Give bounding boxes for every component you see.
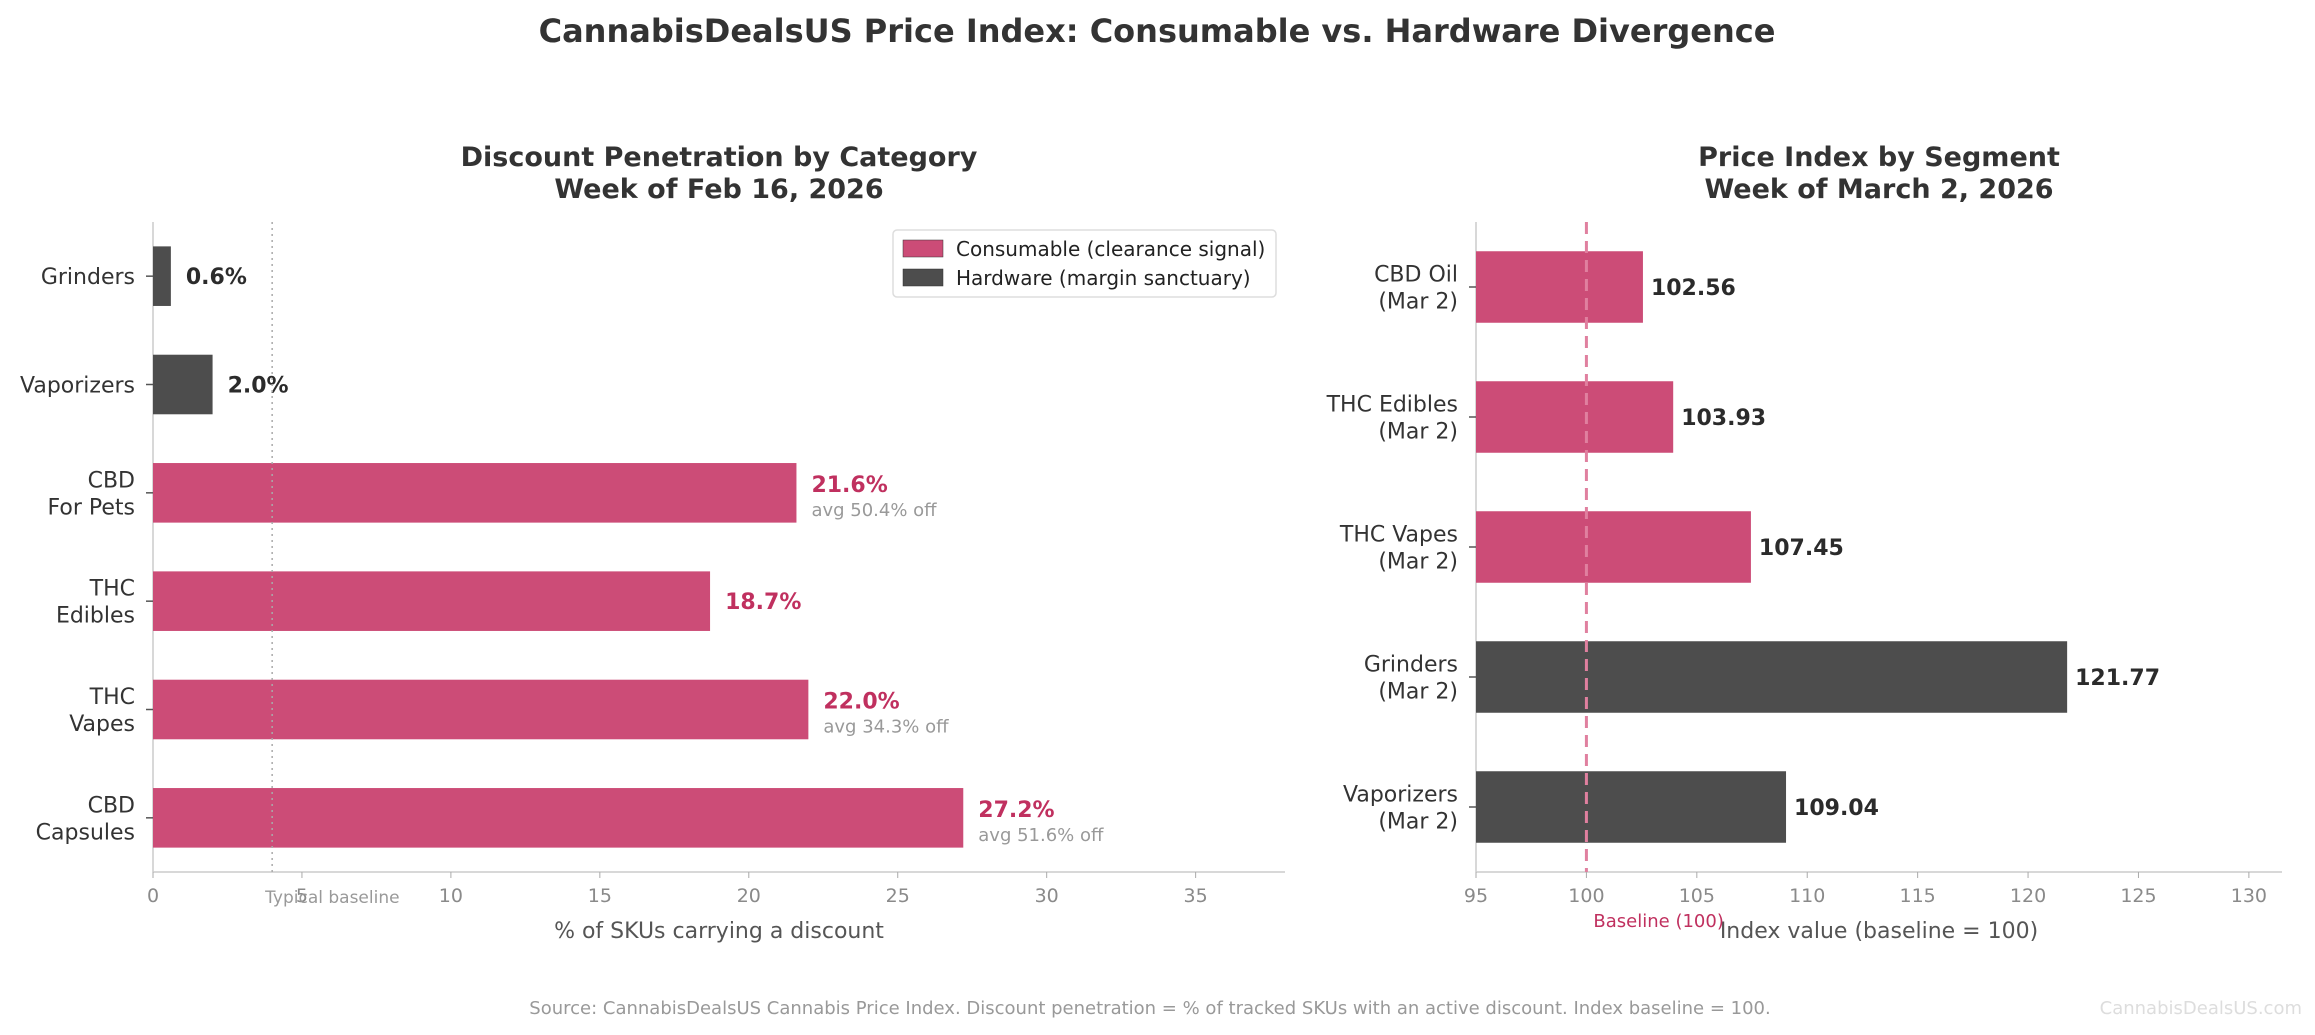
category-label: Grinders <box>1364 653 1458 678</box>
category-label: (Mar 2) <box>1378 550 1458 575</box>
category-label: THC <box>89 685 135 710</box>
source-footnote: Source: CannabisDealsUS Cannabis Price I… <box>529 998 1770 1019</box>
reference-line-label: Typical baseline <box>264 888 399 908</box>
x-tick-label: 115 <box>1900 885 1936 907</box>
panel-title-line: Discount Penetration by Category <box>461 142 978 173</box>
category-label: (Mar 2) <box>1378 420 1458 445</box>
x-axis-label: % of SKUs carrying a discount <box>554 919 884 944</box>
category-label: Edibles <box>56 604 135 629</box>
category-label: Vaporizers <box>1343 783 1458 808</box>
data-note: avg 50.4% off <box>811 500 937 521</box>
data-label: 103.93 <box>1681 406 1766 431</box>
reference-line-label: Baseline (100) <box>1593 911 1723 932</box>
bar <box>1476 641 2068 713</box>
data-label: 18.7% <box>725 590 801 615</box>
category-label: CBD <box>88 468 135 493</box>
x-tick-label: 20 <box>737 885 761 907</box>
legend-entry: Consumable (clearance signal) <box>956 237 1265 261</box>
data-note: avg 34.3% off <box>823 717 949 738</box>
data-label: 22.0% <box>823 690 899 715</box>
data-label: 0.6% <box>186 265 247 290</box>
bar <box>153 463 797 523</box>
x-tick-label: 10 <box>439 885 463 907</box>
category-label: (Mar 2) <box>1378 810 1458 835</box>
panel-title-line: Week of March 2, 2026 <box>1704 174 2053 205</box>
category-label: Capsules <box>36 820 135 845</box>
legend-swatch <box>902 239 944 258</box>
x-tick-label: 125 <box>2120 885 2156 907</box>
x-tick-label: 95 <box>1464 885 1488 907</box>
data-label: 21.6% <box>811 473 887 498</box>
panel-title-line: Week of Feb 16, 2026 <box>554 174 883 205</box>
panel-title-line: Price Index by Segment <box>1698 142 2060 173</box>
bar <box>1476 251 1643 323</box>
legend-swatch <box>902 268 944 287</box>
category-label: Vaporizers <box>20 374 135 399</box>
bar <box>153 354 213 415</box>
category-label: CBD Oil <box>1374 263 1458 288</box>
bar <box>1476 771 1787 843</box>
category-label: Grinders <box>41 265 135 290</box>
x-tick-label: 110 <box>1789 885 1825 907</box>
watermark: CannabisDealsUS.com <box>2100 998 2302 1019</box>
data-label: 107.45 <box>1759 536 1844 561</box>
data-label: 2.0% <box>228 374 289 399</box>
data-label: 109.04 <box>1794 796 1879 821</box>
bar <box>153 246 171 306</box>
category-label: Vapes <box>69 712 135 737</box>
category-label: THC <box>89 577 135 602</box>
legend-entry: Hardware (margin sanctuary) <box>956 266 1251 290</box>
bar <box>153 571 711 631</box>
category-label: (Mar 2) <box>1378 680 1458 705</box>
category-label: CBD <box>88 793 135 818</box>
x-tick-label: 105 <box>1679 885 1715 907</box>
data-label: 27.2% <box>978 798 1054 823</box>
bar <box>1476 381 1674 453</box>
category-label: (Mar 2) <box>1378 290 1458 315</box>
category-label: For Pets <box>48 495 135 520</box>
data-note: avg 51.6% off <box>978 825 1104 846</box>
x-tick-label: 35 <box>1184 885 1208 907</box>
bar <box>153 679 809 740</box>
data-label: 121.77 <box>2075 666 2160 691</box>
x-tick-label: 130 <box>2231 885 2267 907</box>
category-label: THC Edibles <box>1326 393 1458 418</box>
figure-title: CannabisDealsUS Price Index: Consumable … <box>539 12 1776 50</box>
bar <box>153 788 964 848</box>
x-tick-label: 15 <box>588 885 612 907</box>
x-tick-label: 0 <box>147 885 159 907</box>
x-tick-label: 25 <box>886 885 910 907</box>
x-tick-label: 100 <box>1568 885 1604 907</box>
x-tick-label: 120 <box>2010 885 2046 907</box>
bar <box>1476 511 1751 583</box>
x-tick-label: 5 <box>296 885 308 907</box>
legend-box <box>892 229 1277 298</box>
x-tick-label: 30 <box>1035 885 1059 907</box>
x-axis-label: Index value (baseline = 100) <box>1720 919 2038 944</box>
data-label: 102.56 <box>1651 276 1736 301</box>
category-label: THC Vapes <box>1339 523 1458 548</box>
